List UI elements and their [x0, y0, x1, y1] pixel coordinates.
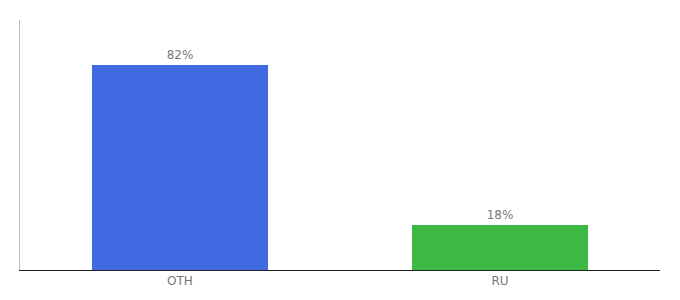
svg-text:18%: 18%	[487, 208, 514, 222]
svg-text:RU: RU	[491, 274, 508, 288]
svg-text:OTH: OTH	[167, 274, 193, 288]
svg-text:82%: 82%	[167, 48, 194, 62]
